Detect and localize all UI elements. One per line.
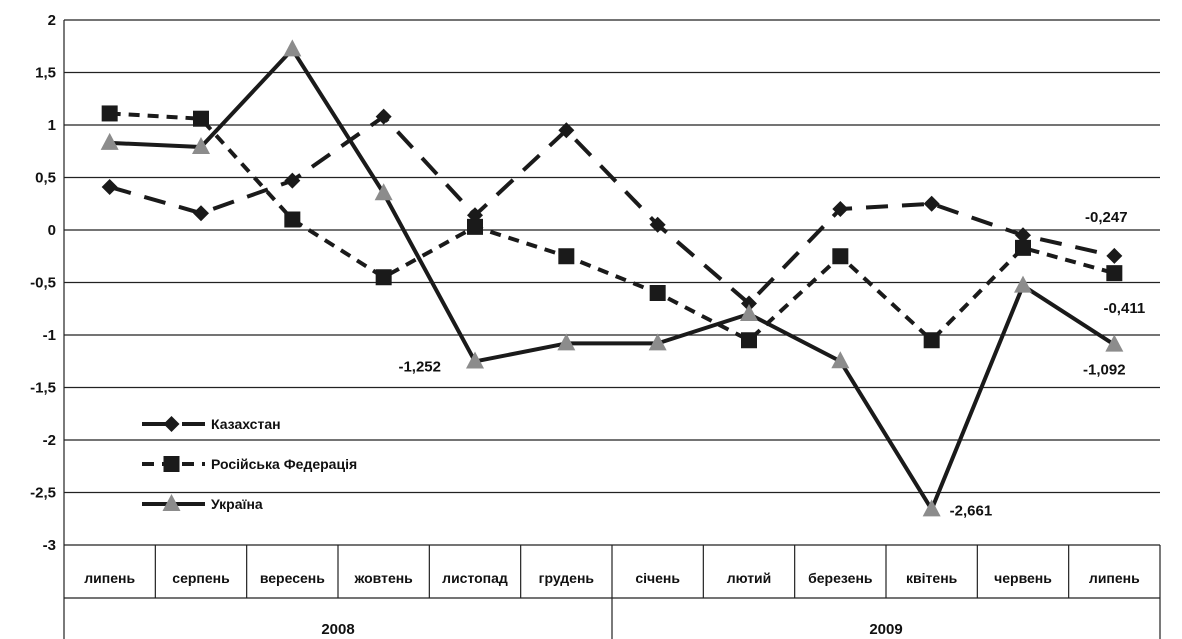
data-point-triangle xyxy=(100,132,119,150)
series-markers xyxy=(100,39,1124,517)
data-point-square xyxy=(832,248,849,265)
x-tick-label: жовтень xyxy=(354,570,414,586)
x-tick-label: квітень xyxy=(906,570,958,586)
data-point-square xyxy=(923,332,940,349)
x-tick-label: червень xyxy=(994,570,1052,586)
data-labels: -0,247 -0,411 -1,252 -2,661 -1,092 xyxy=(398,209,1145,519)
y-tick-label: 0 xyxy=(48,222,56,239)
y-tick-label: -1,5 xyxy=(30,380,56,397)
data-point-square xyxy=(1015,239,1031,256)
y-tick-label: -2 xyxy=(43,432,56,449)
y-tick-label: -1 xyxy=(43,327,56,344)
data-point-square xyxy=(284,211,301,228)
x-axis-year-labels: 2008 2009 xyxy=(321,598,903,639)
data-point-triangle xyxy=(922,499,941,517)
legend-label: Казахстан xyxy=(211,416,281,432)
x-tick-label: серпень xyxy=(172,570,230,586)
data-point-diamond xyxy=(1015,227,1031,244)
series-line xyxy=(109,47,1116,512)
data-label: -1,092 xyxy=(1083,362,1126,379)
data-point-diamond xyxy=(375,108,392,125)
data-point-diamond xyxy=(193,205,209,222)
x-tick-label: липень xyxy=(84,570,135,586)
data-point-triangle xyxy=(1014,275,1032,293)
data-point-triangle xyxy=(283,39,302,57)
data-point-triangle xyxy=(466,351,484,369)
y-tick-label: -0,5 xyxy=(30,275,56,292)
x-tick-label: березень xyxy=(808,570,873,586)
series-line xyxy=(109,114,1115,306)
data-point-diamond xyxy=(101,178,118,195)
series-lines xyxy=(109,47,1116,512)
data-point-square xyxy=(741,332,757,349)
y-tick-label: 2 xyxy=(48,12,56,29)
data-label: -0,247 xyxy=(1085,209,1128,226)
data-point-triangle xyxy=(740,304,758,321)
y-tick-label: -3 xyxy=(43,537,56,554)
data-point-diamond xyxy=(649,216,666,233)
x-tick-label: листопад xyxy=(442,570,508,586)
data-point-square xyxy=(101,105,118,122)
data-point-diamond xyxy=(832,201,849,217)
data-point-diamond xyxy=(923,195,940,212)
data-label: -0,411 xyxy=(1103,300,1145,317)
legend-label: Російська Федерація xyxy=(211,456,357,472)
data-point-triangle xyxy=(162,494,181,511)
data-label: -1,252 xyxy=(398,358,441,375)
data-point-triangle xyxy=(374,183,393,201)
data-point-square xyxy=(163,456,180,472)
data-point-square xyxy=(467,218,483,235)
y-tick-label: 1 xyxy=(48,117,56,134)
series-line xyxy=(109,111,1115,343)
data-point-diamond xyxy=(163,416,180,432)
legend-label: Україна xyxy=(211,496,263,512)
x-tick-label: січень xyxy=(635,570,680,586)
data-point-diamond xyxy=(284,172,301,189)
data-point-diamond xyxy=(1106,247,1123,264)
x-axis-month-labels: липень серпень вересень жовтень листопад груд… xyxy=(84,570,1140,586)
axis-frame xyxy=(63,20,1161,639)
data-point-triangle xyxy=(1105,334,1124,352)
year-label: 2009 xyxy=(869,621,902,638)
y-tick-label: 0,5 xyxy=(35,170,56,187)
data-label: -2,661 xyxy=(950,502,993,519)
data-point-square xyxy=(558,248,575,265)
data-point-triangle xyxy=(192,137,210,155)
data-point-square xyxy=(193,110,209,127)
legend: Казахстан Російська Федерація Україна xyxy=(142,416,357,512)
data-point-diamond xyxy=(741,295,757,312)
data-point-square xyxy=(649,285,666,301)
data-point-triangle xyxy=(648,333,667,351)
x-tick-label: вересень xyxy=(260,570,325,586)
y-axis-tick-labels: 2 1,5 1 0,5 0 -0,5 -1 -1,5 -2 -2,5 -3 xyxy=(30,12,56,554)
data-point-square xyxy=(375,269,392,286)
year-label: 2008 xyxy=(321,621,354,638)
y-tick-label: -2,5 xyxy=(30,485,56,502)
x-tick-label: липень xyxy=(1089,570,1140,586)
data-point-square xyxy=(1106,265,1123,282)
data-point-triangle xyxy=(831,351,850,369)
data-point-diamond xyxy=(558,122,575,139)
y-tick-label: 1,5 xyxy=(35,65,56,82)
x-tick-label: лютий xyxy=(727,570,772,586)
data-point-triangle xyxy=(557,333,576,351)
x-tick-label: грудень xyxy=(539,570,595,586)
